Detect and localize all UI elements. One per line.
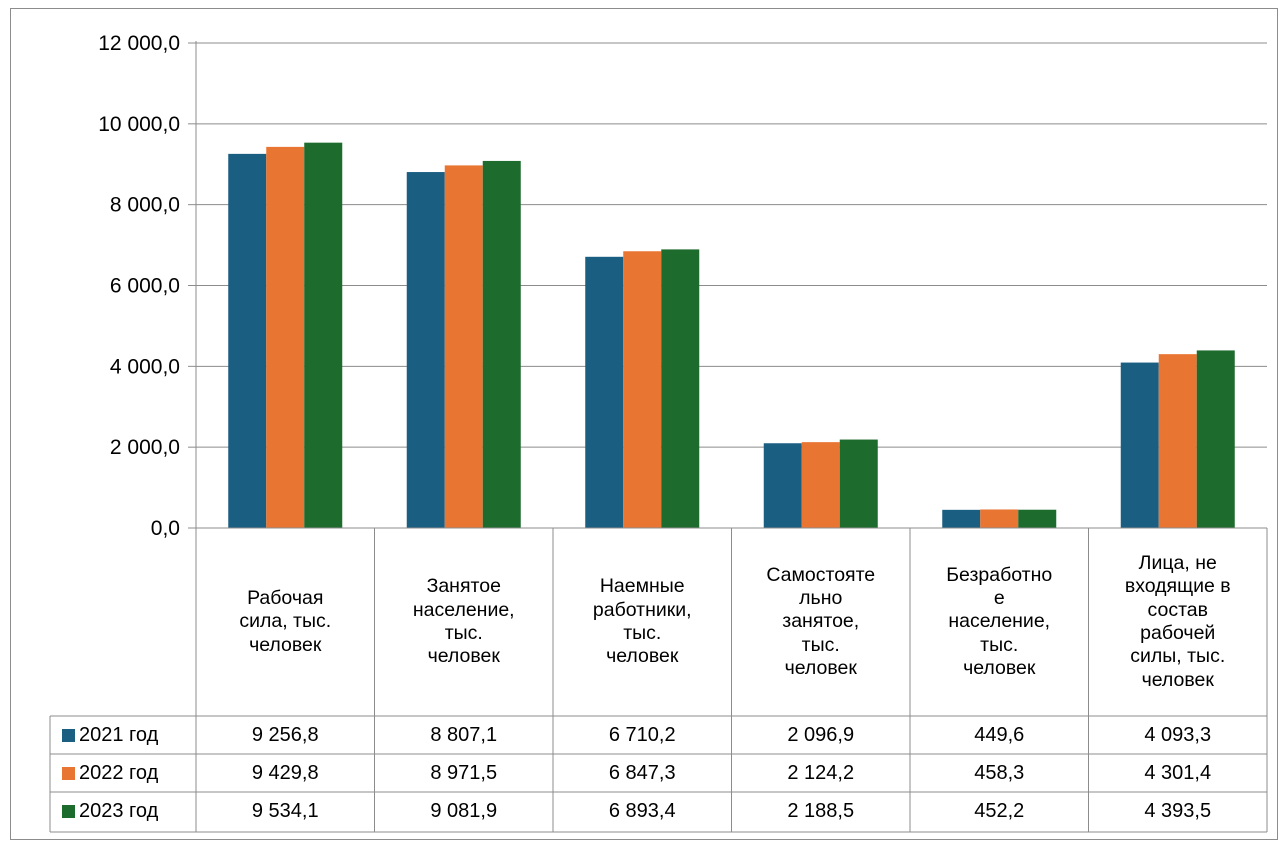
y-tick-label: 2 000,0 — [110, 436, 180, 459]
legend-label: 2022 год — [79, 761, 159, 784]
data-table-cell: 4 301,4 — [1144, 761, 1212, 784]
legend-entry: 2022 год — [50, 754, 196, 792]
y-tick-label: 0,0 — [151, 517, 180, 540]
bar-1-3 — [585, 256, 624, 528]
bar-3-5 — [1018, 509, 1057, 528]
bar-3-2 — [482, 160, 521, 528]
legend-entry: 2023 год — [50, 792, 196, 830]
data-table-cell: 9 534,1 — [251, 799, 319, 822]
data-table-cell: 9 081,9 — [430, 799, 498, 822]
bar-2-6 — [1158, 354, 1197, 528]
category-label: Лица, не входящие в состав рабочей силы, тыс… — [1124, 551, 1231, 691]
bar-3-6 — [1196, 350, 1235, 528]
data-table-cell: 9 256,8 — [251, 723, 319, 746]
y-tick-label: 12 000,0 — [98, 32, 180, 55]
data-table-cell: 8 971,5 — [430, 761, 498, 784]
bar-2-1 — [266, 146, 305, 529]
data-table-cell: 2 096,9 — [787, 723, 855, 746]
bar-2-5 — [980, 509, 1019, 528]
y-tick-label: 4 000,0 — [110, 355, 180, 378]
legend-swatch — [62, 728, 75, 742]
bar-3-4 — [839, 439, 878, 528]
y-tick-label: 8 000,0 — [110, 194, 180, 217]
data-table-cell: 4 093,3 — [1144, 723, 1212, 746]
bar-2-3 — [623, 251, 662, 529]
data-table-cell: 458,3 — [974, 761, 1025, 784]
bar-2-4 — [801, 442, 840, 528]
data-table-cell: 2 188,5 — [787, 799, 855, 822]
bar-1-5 — [942, 509, 981, 528]
category-label: Рабочая сила, тыс. человек — [239, 586, 332, 656]
data-table-cell: 449,6 — [974, 723, 1025, 746]
bar-1-1 — [228, 153, 267, 528]
legend-label: 2023 год — [79, 799, 159, 822]
y-tick-label: 10 000,0 — [98, 113, 180, 136]
legend-swatch — [62, 766, 75, 780]
y-tick-label: 6 000,0 — [110, 275, 180, 298]
data-table-cell: 6 710,2 — [608, 723, 676, 746]
legend-swatch — [62, 804, 75, 818]
data-table-cell: 9 429,8 — [251, 761, 319, 784]
category-label: Занятое население, тыс. человек — [412, 575, 515, 668]
data-table-cell: 4 393,5 — [1144, 799, 1212, 822]
chart-frame — [10, 8, 1278, 840]
category-label: Безработно е население, тыс. человек — [946, 563, 1053, 680]
bar-1-4 — [763, 443, 802, 528]
category-label: Самостояте льно занятое, тыс. человек — [766, 563, 876, 680]
bar-1-6 — [1120, 362, 1159, 528]
bar-1-2 — [406, 172, 445, 528]
data-table-cell: 6 893,4 — [608, 799, 676, 822]
bar-3-3 — [661, 249, 700, 528]
data-table-cell: 8 807,1 — [430, 723, 498, 746]
data-table-cell: 452,2 — [974, 799, 1025, 822]
category-label: Наемные работники, тыс. человек — [592, 575, 692, 668]
data-table-cell: 2 124,2 — [787, 761, 855, 784]
bar-3-1 — [304, 142, 343, 528]
bar-2-2 — [444, 165, 483, 529]
legend-label: 2021 год — [79, 723, 159, 746]
legend-entry: 2021 год — [50, 716, 196, 754]
data-table-cell: 6 847,3 — [608, 761, 676, 784]
